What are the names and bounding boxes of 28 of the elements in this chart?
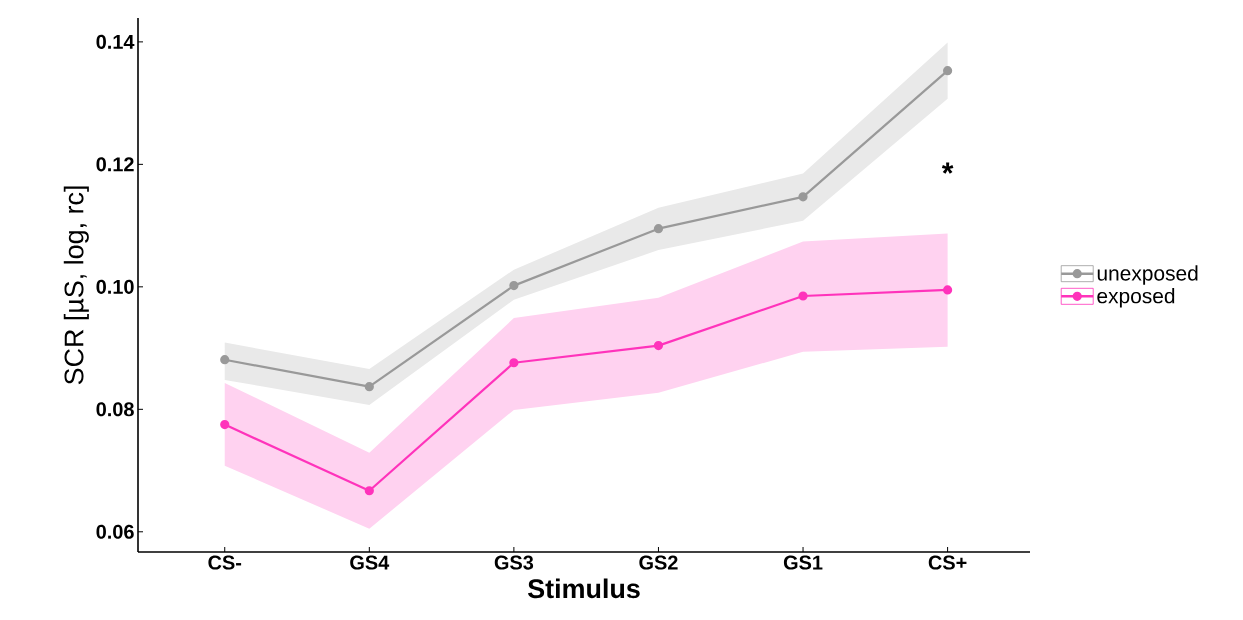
- point: [798, 291, 808, 301]
- point: [943, 66, 953, 76]
- point: [943, 285, 953, 295]
- point: [220, 420, 230, 430]
- x-tick-label: GS4: [350, 555, 390, 570]
- y-tick-label: 0.12: [96, 157, 134, 172]
- y-tick-label: 0.08: [96, 402, 134, 417]
- point: [653, 224, 664, 234]
- point: [220, 355, 230, 365]
- legend-label: unexposed: [1097, 265, 1198, 285]
- point: [509, 281, 519, 291]
- y-tick-label: 0.14: [96, 34, 135, 49]
- point: [653, 341, 664, 351]
- point: [364, 382, 374, 392]
- x-axis-title: Stimulus: [527, 578, 640, 599]
- x-tick-label: CS-: [208, 555, 242, 570]
- y-tick-label: 0.06: [96, 524, 134, 539]
- x-tick-label: GS1: [783, 555, 823, 570]
- x-tick-label: GS3: [494, 555, 534, 570]
- annotation: *: [941, 162, 954, 174]
- x-tick-label: CS+: [928, 555, 967, 570]
- point: [509, 358, 519, 368]
- point: [798, 192, 808, 202]
- y-axis-title: SCR [µS, log, rc]: [63, 186, 89, 385]
- legend-label: exposed: [1097, 287, 1175, 308]
- x-tick-label: GS2: [639, 555, 678, 570]
- point: [364, 486, 374, 496]
- y-tick-label: 0.10: [96, 279, 134, 294]
